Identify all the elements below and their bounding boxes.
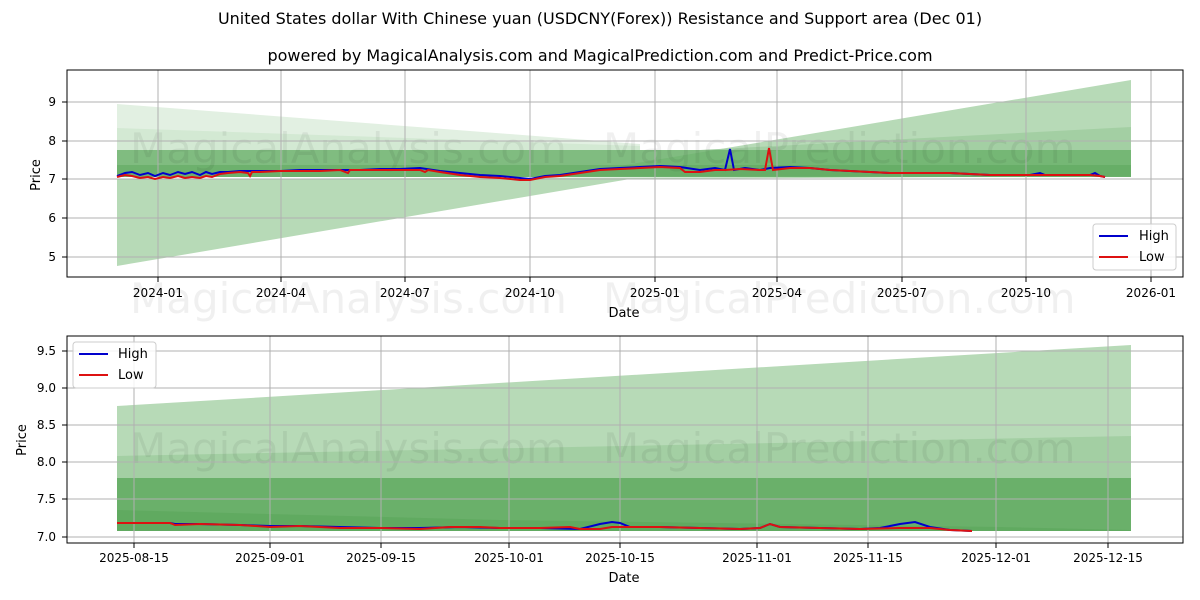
support-strip	[117, 510, 1131, 531]
x-tick: 2024-01	[133, 286, 183, 300]
top-legend: High Low	[1092, 223, 1177, 271]
x-tick: 2025-11-01	[722, 551, 792, 565]
y-tick: 9.0	[37, 381, 56, 395]
y-tick: 8.5	[37, 418, 56, 432]
grid-bottom	[67, 336, 1183, 543]
y-tick: 6	[48, 211, 56, 225]
bottom-x-axis	[133, 543, 1109, 548]
x-tick: 2025-12-01	[961, 551, 1031, 565]
x-tick: 2025-11-15	[833, 551, 903, 565]
x-tick: 2024-07	[380, 286, 430, 300]
x-axis-label-bottom: Date	[608, 571, 639, 586]
watermark-left-lower: MagicalAnalysis.com	[130, 274, 567, 323]
top-plot-frame	[66, 69, 1184, 278]
top-chart: MagicalAnalysis.com MagicalPrediction.co…	[29, 69, 1184, 323]
watermark-right-lower: MagicalPrediction.com	[603, 274, 1076, 323]
y-tick: 8.0	[37, 455, 56, 469]
resistance-faint-wedge-2	[117, 128, 640, 150]
x-tick: 2025-10	[1001, 286, 1051, 300]
y-tick: 7	[48, 172, 56, 186]
mid-band	[117, 436, 1131, 478]
legend-high-label: High	[1139, 229, 1169, 244]
x-tick: 2025-01	[630, 286, 680, 300]
y-axis-label-bottom: Price	[15, 424, 30, 456]
x-tick: 2025-09-15	[346, 551, 416, 565]
top-y-axis	[62, 101, 67, 258]
y-tick: 9	[48, 95, 56, 109]
y-tick: 8	[48, 134, 56, 148]
support-wedge	[117, 176, 1131, 266]
bottom-chart: MagicalAnalysis.com MagicalPrediction.co…	[15, 335, 1184, 586]
bottom-y-axis	[62, 350, 67, 538]
grid	[67, 70, 1183, 277]
y-tick: 9.5	[37, 344, 56, 358]
resistance-future-wedge-2	[700, 127, 1131, 150]
top-x-axis	[157, 277, 1152, 282]
x-tick: 2024-04	[256, 286, 306, 300]
x-tick: 2024-10	[505, 286, 555, 300]
low-line	[116, 147, 1106, 181]
x-tick: 2025-08-15	[99, 551, 169, 565]
low-line-bottom	[117, 522, 973, 532]
legend-low-label: Low	[118, 368, 144, 383]
x-axis-label: Date	[608, 306, 639, 321]
x-tick: 2025-04	[752, 286, 802, 300]
bottom-plot-frame	[66, 335, 1184, 544]
y-tick: 5	[48, 250, 56, 264]
legend-low-label: Low	[1139, 250, 1165, 265]
x-tick: 2026-01	[1126, 286, 1176, 300]
support-dark-band	[117, 165, 1131, 177]
watermark-left-bottom: MagicalAnalysis.com	[130, 424, 567, 473]
watermark-left: MagicalAnalysis.com	[130, 124, 567, 173]
watermark-right-bottom: MagicalPrediction.com	[603, 424, 1076, 473]
x-tick: 2025-07	[877, 286, 927, 300]
chart-subtitle: powered by MagicalAnalysis.com and Magic…	[267, 46, 933, 65]
y-axis-label: Price	[29, 159, 44, 191]
watermark-right: MagicalPrediction.com	[603, 124, 1076, 173]
y-tick: 7.5	[37, 492, 56, 506]
x-tick: 2025-10-15	[585, 551, 655, 565]
y-tick: 7.0	[37, 530, 56, 544]
x-tick: 2025-10-01	[474, 551, 544, 565]
chart-title: United States dollar With Chinese yuan (…	[217, 9, 983, 28]
legend-high-label: High	[118, 347, 148, 362]
bottom-legend: High Low	[72, 341, 157, 389]
x-tick: 2025-12-15	[1073, 551, 1143, 565]
x-tick: 2025-09-01	[235, 551, 305, 565]
